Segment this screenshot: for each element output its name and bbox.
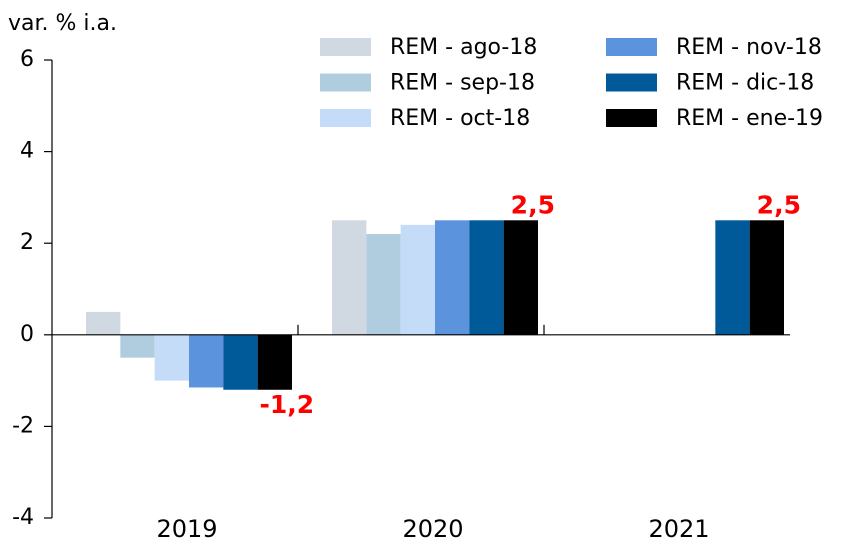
y-tick-label: 0 <box>20 322 34 347</box>
legend-swatch <box>606 73 657 92</box>
bar <box>223 334 258 390</box>
y-tick-label: -4 <box>12 505 34 530</box>
legend-label: REM - ago-18 <box>390 35 537 60</box>
data-label: -1,2 <box>259 390 314 419</box>
bar <box>400 224 435 335</box>
legend-swatch <box>606 38 657 56</box>
bar <box>469 220 504 335</box>
bar <box>86 311 121 335</box>
legend-label: REM - sep-18 <box>390 71 535 96</box>
data-label: 2,5 <box>511 190 555 219</box>
y-tick-label: 2 <box>20 230 34 255</box>
x-tick-label: 2020 <box>402 515 463 543</box>
bar <box>332 220 367 335</box>
bar <box>749 220 784 335</box>
bar <box>435 220 470 335</box>
bar <box>120 334 155 358</box>
legend-label: REM - dic-18 <box>676 71 814 96</box>
x-tick-label: 2019 <box>156 515 217 543</box>
y-axis-label: var. % i.a. <box>8 11 117 36</box>
legend-swatch <box>320 38 371 56</box>
bar <box>154 334 189 381</box>
x-tick-label: 2021 <box>648 515 709 543</box>
bar <box>257 334 292 390</box>
legend-swatch <box>320 73 371 92</box>
bar <box>503 220 538 335</box>
bar <box>715 220 750 335</box>
bar <box>189 334 224 388</box>
legend-label: REM - oct-18 <box>390 106 530 131</box>
y-tick-label: 6 <box>20 47 34 72</box>
bar <box>366 234 401 335</box>
legend-swatch <box>606 109 657 127</box>
y-tick-label: -2 <box>12 413 34 438</box>
legend-swatch <box>320 109 371 127</box>
data-label: 2,5 <box>757 190 801 219</box>
legend-label: REM - ene-19 <box>676 106 823 131</box>
legend-label: REM - nov-18 <box>676 35 822 60</box>
y-tick-label: 4 <box>20 139 34 164</box>
